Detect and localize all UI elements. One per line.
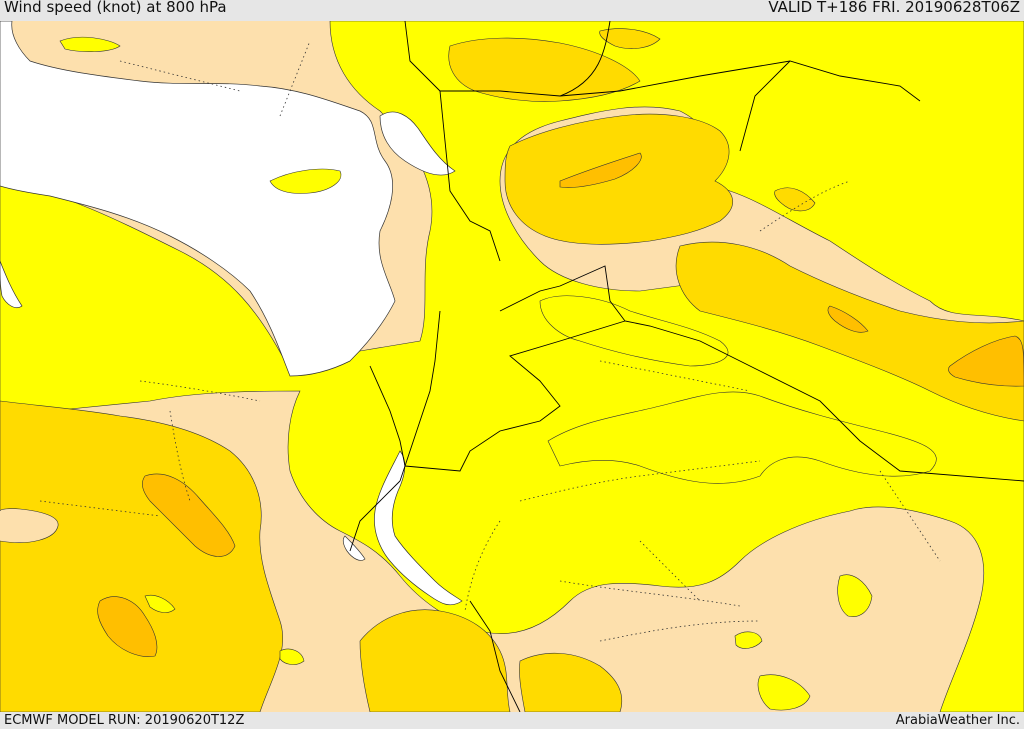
- sea-areas: [0, 21, 463, 606]
- band-mid-regions: [0, 28, 1024, 712]
- band-low-patches: [144, 168, 873, 711]
- internal-boundaries: [39, 40, 941, 642]
- band-high-regions: [97, 152, 1024, 657]
- wind-speed-map: [0, 21, 1024, 712]
- model-run: ECMWF MODEL RUN: 20190620T12Z: [4, 713, 245, 728]
- header-bar: Wind speed (knot) at 800 hPa VALID T+186…: [0, 0, 1024, 21]
- country-borders: [349, 21, 1024, 712]
- credit: ArabiaWeather Inc.: [895, 713, 1020, 728]
- map-title: Wind speed (knot) at 800 hPa: [4, 0, 227, 16]
- footer-bar: ECMWF MODEL RUN: 20190620T12Z ArabiaWeat…: [0, 712, 1024, 729]
- valid-time: VALID T+186 FRI. 20190628T06Z: [768, 0, 1020, 16]
